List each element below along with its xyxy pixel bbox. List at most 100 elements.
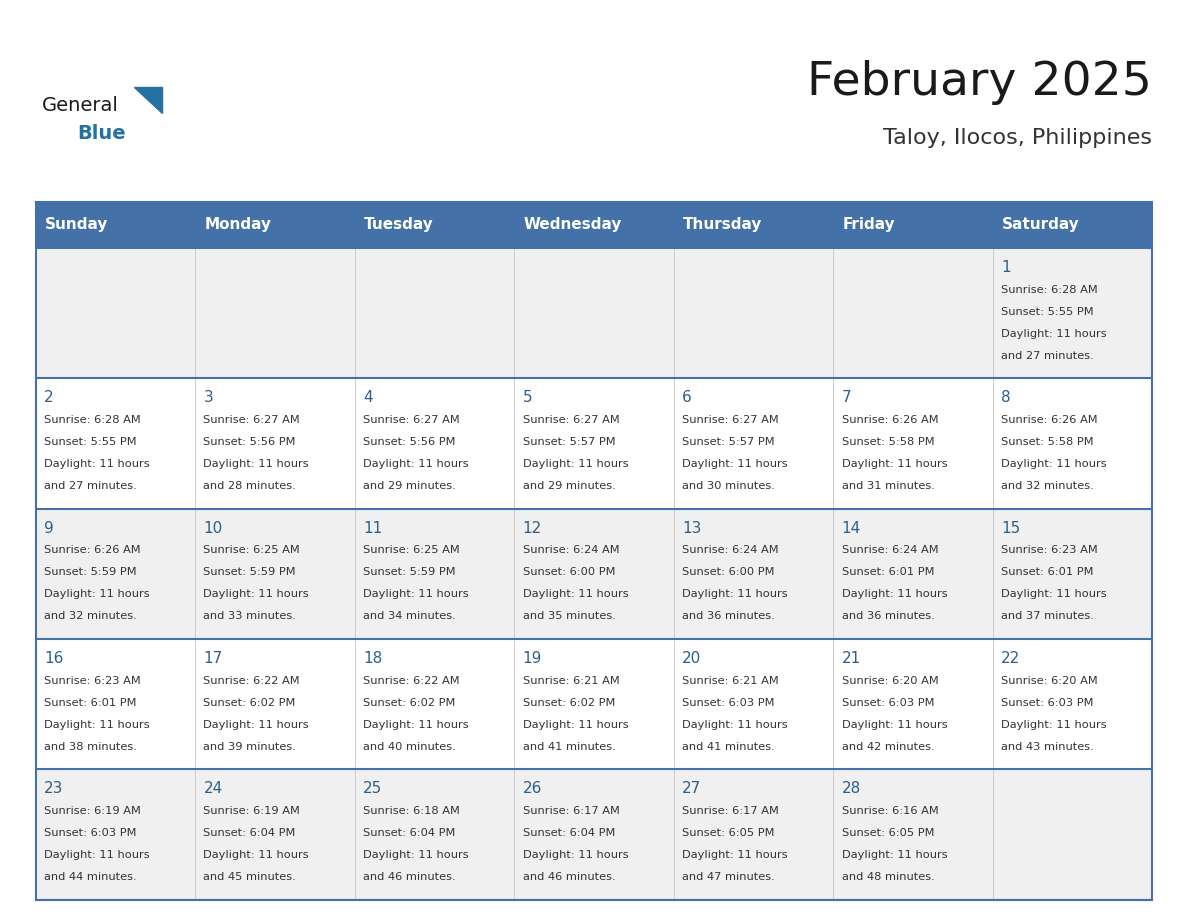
Text: Sunset: 5:59 PM: Sunset: 5:59 PM (203, 567, 296, 577)
Text: 21: 21 (841, 651, 861, 666)
Text: Sunrise: 6:16 AM: Sunrise: 6:16 AM (841, 806, 939, 816)
Text: 8: 8 (1001, 390, 1011, 405)
Text: and 34 minutes.: and 34 minutes. (364, 611, 456, 621)
Text: and 38 minutes.: and 38 minutes. (44, 742, 137, 752)
Text: Sunrise: 6:28 AM: Sunrise: 6:28 AM (44, 415, 140, 425)
Text: 24: 24 (203, 781, 222, 796)
Text: and 32 minutes.: and 32 minutes. (44, 611, 137, 621)
Text: Daylight: 11 hours: Daylight: 11 hours (682, 459, 788, 469)
Text: and 41 minutes.: and 41 minutes. (523, 742, 615, 752)
Text: Sunrise: 6:20 AM: Sunrise: 6:20 AM (841, 676, 939, 686)
Text: 13: 13 (682, 521, 701, 535)
Text: Sunrise: 6:24 AM: Sunrise: 6:24 AM (682, 545, 778, 555)
Text: Sunset: 5:58 PM: Sunset: 5:58 PM (841, 437, 934, 447)
Text: Sunset: 5:55 PM: Sunset: 5:55 PM (44, 437, 137, 447)
Text: Sunrise: 6:20 AM: Sunrise: 6:20 AM (1001, 676, 1098, 686)
Text: and 40 minutes.: and 40 minutes. (364, 742, 456, 752)
Text: 19: 19 (523, 651, 542, 666)
Text: Daylight: 11 hours: Daylight: 11 hours (364, 459, 468, 469)
Text: Sunrise: 6:24 AM: Sunrise: 6:24 AM (841, 545, 939, 555)
Text: Sunset: 5:56 PM: Sunset: 5:56 PM (364, 437, 455, 447)
Text: Daylight: 11 hours: Daylight: 11 hours (203, 720, 309, 730)
Text: Sunrise: 6:19 AM: Sunrise: 6:19 AM (44, 806, 141, 816)
Text: Sunrise: 6:23 AM: Sunrise: 6:23 AM (44, 676, 140, 686)
Text: Daylight: 11 hours: Daylight: 11 hours (523, 589, 628, 599)
Text: Sunset: 5:57 PM: Sunset: 5:57 PM (682, 437, 775, 447)
Text: and 46 minutes.: and 46 minutes. (523, 872, 615, 882)
Text: Sunrise: 6:23 AM: Sunrise: 6:23 AM (1001, 545, 1098, 555)
Text: Sunset: 6:01 PM: Sunset: 6:01 PM (841, 567, 934, 577)
Text: and 29 minutes.: and 29 minutes. (364, 481, 456, 491)
Text: and 31 minutes.: and 31 minutes. (841, 481, 935, 491)
Text: 22: 22 (1001, 651, 1020, 666)
Bar (36, 639, 1152, 769)
Text: Sunrise: 6:18 AM: Sunrise: 6:18 AM (364, 806, 460, 816)
Text: Daylight: 11 hours: Daylight: 11 hours (682, 720, 788, 730)
Text: Sunset: 6:05 PM: Sunset: 6:05 PM (682, 828, 775, 838)
Text: Sunset: 6:02 PM: Sunset: 6:02 PM (203, 698, 296, 708)
Bar (36, 202, 1152, 900)
Text: 11: 11 (364, 521, 383, 535)
Text: Sunrise: 6:17 AM: Sunrise: 6:17 AM (682, 806, 779, 816)
Text: Sunrise: 6:28 AM: Sunrise: 6:28 AM (1001, 285, 1098, 295)
Text: Daylight: 11 hours: Daylight: 11 hours (841, 850, 947, 860)
Text: 27: 27 (682, 781, 701, 796)
Text: and 37 minutes.: and 37 minutes. (1001, 611, 1094, 621)
Text: and 35 minutes.: and 35 minutes. (523, 611, 615, 621)
Text: Blue: Blue (77, 124, 126, 142)
Text: Daylight: 11 hours: Daylight: 11 hours (364, 850, 468, 860)
Text: Daylight: 11 hours: Daylight: 11 hours (44, 720, 150, 730)
Text: Saturday: Saturday (1003, 218, 1080, 232)
Text: 4: 4 (364, 390, 373, 405)
Text: Sunset: 5:59 PM: Sunset: 5:59 PM (44, 567, 137, 577)
Text: Taloy, Ilocos, Philippines: Taloy, Ilocos, Philippines (884, 128, 1152, 148)
Text: Daylight: 11 hours: Daylight: 11 hours (682, 589, 788, 599)
Text: Daylight: 11 hours: Daylight: 11 hours (1001, 720, 1107, 730)
Text: 2: 2 (44, 390, 53, 405)
Text: Daylight: 11 hours: Daylight: 11 hours (44, 589, 150, 599)
Text: Daylight: 11 hours: Daylight: 11 hours (203, 850, 309, 860)
Text: and 39 minutes.: and 39 minutes. (203, 742, 296, 752)
Text: Sunset: 6:04 PM: Sunset: 6:04 PM (203, 828, 296, 838)
Text: Sunday: Sunday (45, 218, 108, 232)
Text: and 33 minutes.: and 33 minutes. (203, 611, 296, 621)
Text: 7: 7 (841, 390, 852, 405)
Text: Sunrise: 6:24 AM: Sunrise: 6:24 AM (523, 545, 619, 555)
Text: 12: 12 (523, 521, 542, 535)
Text: and 27 minutes.: and 27 minutes. (1001, 351, 1094, 361)
Text: Daylight: 11 hours: Daylight: 11 hours (44, 459, 150, 469)
Text: Sunset: 6:03 PM: Sunset: 6:03 PM (682, 698, 775, 708)
Text: Daylight: 11 hours: Daylight: 11 hours (523, 459, 628, 469)
Text: Sunset: 6:04 PM: Sunset: 6:04 PM (523, 828, 615, 838)
Bar (36, 769, 1152, 900)
Text: Sunrise: 6:27 AM: Sunrise: 6:27 AM (203, 415, 301, 425)
Text: Sunrise: 6:25 AM: Sunrise: 6:25 AM (364, 545, 460, 555)
Polygon shape (134, 87, 162, 113)
Text: and 28 minutes.: and 28 minutes. (203, 481, 296, 491)
Text: Sunrise: 6:26 AM: Sunrise: 6:26 AM (841, 415, 939, 425)
Text: 28: 28 (841, 781, 861, 796)
Text: Sunrise: 6:19 AM: Sunrise: 6:19 AM (203, 806, 301, 816)
Text: Daylight: 11 hours: Daylight: 11 hours (841, 720, 947, 730)
Text: 23: 23 (44, 781, 63, 796)
Text: and 43 minutes.: and 43 minutes. (1001, 742, 1094, 752)
Text: and 30 minutes.: and 30 minutes. (682, 481, 775, 491)
Text: 3: 3 (203, 390, 213, 405)
Text: 25: 25 (364, 781, 383, 796)
Text: 18: 18 (364, 651, 383, 666)
Text: Sunset: 6:00 PM: Sunset: 6:00 PM (682, 567, 775, 577)
Text: Sunset: 6:05 PM: Sunset: 6:05 PM (841, 828, 934, 838)
Text: 20: 20 (682, 651, 701, 666)
Text: and 41 minutes.: and 41 minutes. (682, 742, 775, 752)
Text: Thursday: Thursday (683, 218, 763, 232)
Text: Sunset: 5:56 PM: Sunset: 5:56 PM (203, 437, 296, 447)
Text: Sunrise: 6:22 AM: Sunrise: 6:22 AM (364, 676, 460, 686)
Text: Sunset: 6:01 PM: Sunset: 6:01 PM (1001, 567, 1094, 577)
Text: Daylight: 11 hours: Daylight: 11 hours (841, 589, 947, 599)
Text: and 47 minutes.: and 47 minutes. (682, 872, 775, 882)
Text: and 36 minutes.: and 36 minutes. (682, 611, 775, 621)
Bar (36, 248, 1152, 378)
Text: Daylight: 11 hours: Daylight: 11 hours (1001, 589, 1107, 599)
Text: 26: 26 (523, 781, 542, 796)
Text: Sunset: 6:03 PM: Sunset: 6:03 PM (1001, 698, 1094, 708)
